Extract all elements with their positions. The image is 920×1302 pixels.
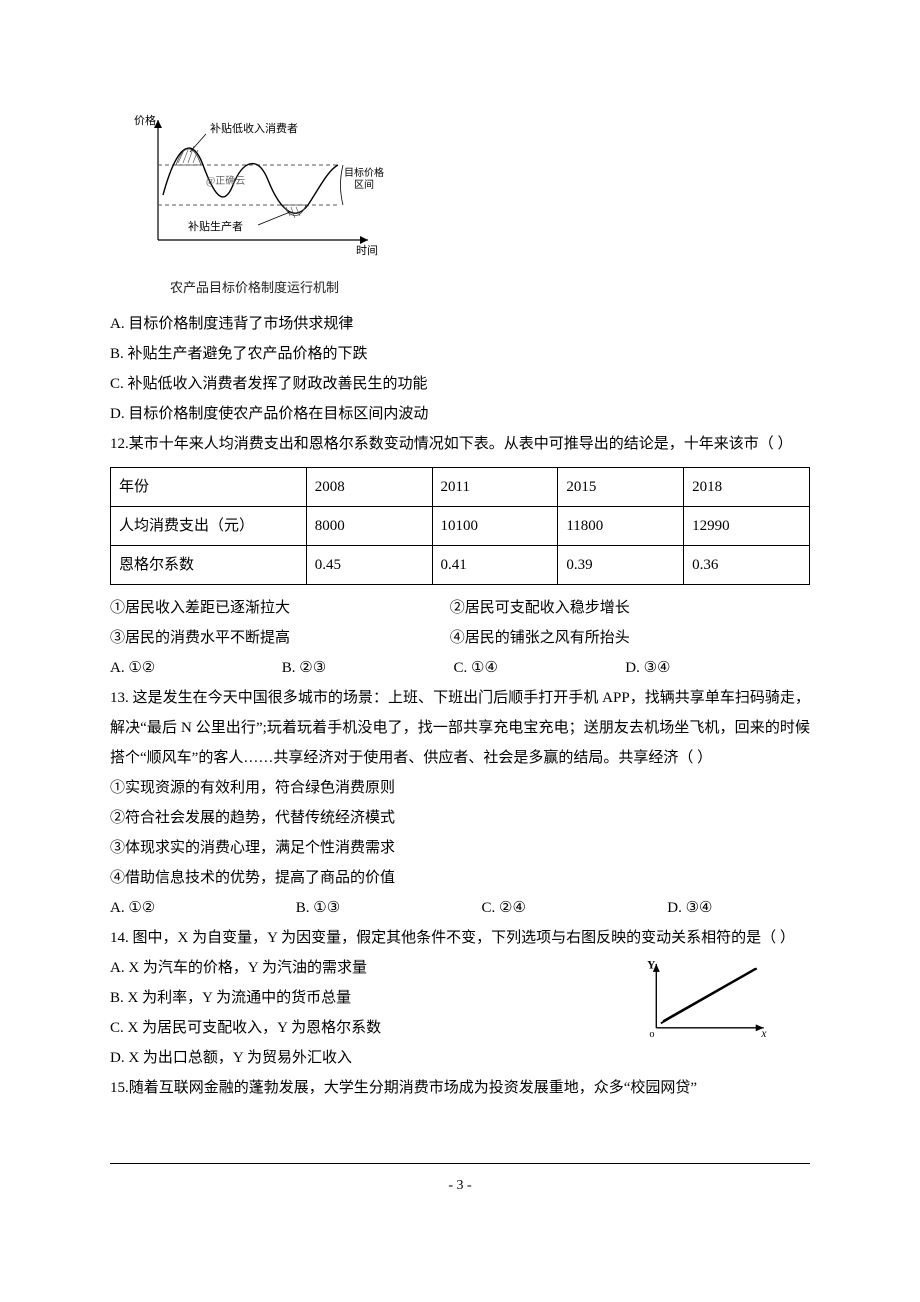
table-header: 年份: [111, 468, 307, 507]
x-axis-label: 时间: [356, 244, 378, 257]
q12-options: A. ①② B. ②③ C. ①④ D. ③④: [110, 653, 810, 683]
q12-item-2: ②居民可支配收入稳步增长: [450, 593, 630, 623]
q13-options: A. ①② B. ①③ C. ②④ D. ③④: [110, 893, 810, 923]
table-row: 人均消费支出（元） 8000 10100 11800 12990: [111, 507, 810, 546]
q11-option-a: A. 目标价格制度违背了市场供求规律: [110, 309, 810, 339]
q13-option-c: C. ②④: [482, 893, 664, 923]
q13-option-a: A. ①②: [110, 893, 292, 923]
watermark-text: @正确云: [206, 174, 245, 187]
q15-stem: 15.随着互联网金融的蓬勃发展，大学生分期消费市场成为投资发展重地，众多“校园网…: [110, 1073, 810, 1103]
table-cell: 8000: [306, 507, 432, 546]
table-cell: 10100: [432, 507, 558, 546]
q14-origin-label: o: [649, 1029, 654, 1037]
consumer-subsidy-label: 补贴低收入消费者: [210, 121, 298, 135]
q13-item-3: ③体现求实的消费心理，满足个性消费需求: [110, 833, 810, 863]
q13-option-d: D. ③④: [667, 893, 712, 923]
table-cell: 0.41: [432, 546, 558, 585]
diagram-caption: 农产品目标价格制度运行机制: [170, 275, 810, 301]
y-axis-label: 价格: [134, 113, 156, 127]
page-number: - 3 -: [110, 1163, 810, 1200]
q14-line-chart: Y x o: [610, 953, 810, 1048]
q12-items-row2: ③居民的消费水平不断提高 ④居民的铺张之风有所抬头: [110, 623, 810, 653]
table-header: 2015: [558, 468, 684, 507]
q12-items-row1: ①居民收入差距已逐渐拉大 ②居民可支配收入稳步增长: [110, 593, 810, 623]
table-row: 恩格尔系数 0.45 0.41 0.39 0.36: [111, 546, 810, 585]
table-cell: 0.45: [306, 546, 432, 585]
table-cell: 12990: [684, 507, 810, 546]
q12-option-b: B. ②③: [282, 653, 450, 683]
q12-option-a: A. ①②: [110, 653, 278, 683]
q13-option-b: B. ①③: [296, 893, 478, 923]
q12-table: 年份 2008 2011 2015 2018 人均消费支出（元） 8000 10…: [110, 467, 810, 585]
q13-stem: 13. 这是发生在今天中国很多城市的场景：上班、下班出门后顺手打开手机 APP，…: [110, 683, 810, 773]
table-cell: 0.39: [558, 546, 684, 585]
q12-option-c: C. ①④: [454, 653, 622, 683]
q14-option-a: A. X 为汽车的价格，Y 为汽油的需求量: [110, 953, 590, 983]
q12-option-d: D. ③④: [625, 653, 670, 683]
table-cell: 11800: [558, 507, 684, 546]
q13-item-1: ①实现资源的有效利用，符合绿色消费原则: [110, 773, 810, 803]
table-cell: 恩格尔系数: [111, 546, 307, 585]
q14-stem: 14. 图中，X 为自变量，Y 为因变量，假定其他条件不变，下列选项与右图反映的…: [110, 923, 810, 953]
q12-item-1: ①居民收入差距已逐渐拉大: [110, 593, 446, 623]
q13-item-4: ④借助信息技术的优势，提高了商品的价值: [110, 863, 810, 893]
q11-option-c: C. 补贴低收入消费者发挥了财政改善民生的功能: [110, 369, 810, 399]
q14-option-c: C. X 为居民可支配收入，Y 为恩格尔系数: [110, 1013, 590, 1043]
q14-x-label: x: [760, 1028, 766, 1037]
q11-option-b: B. 补贴生产者避免了农产品价格的下跌: [110, 339, 810, 369]
q12-item-4: ④居民的铺张之风有所抬头: [450, 623, 630, 653]
q11-option-d: D. 目标价格制度使农产品价格在目标区间内波动: [110, 399, 810, 429]
target-band-label-2: 区间: [354, 178, 374, 191]
target-band-label-1: 目标价格: [344, 166, 384, 179]
table-header: 2011: [432, 468, 558, 507]
q12-item-3: ③居民的消费水平不断提高: [110, 623, 446, 653]
table-header: 2008: [306, 468, 432, 507]
price-mechanism-diagram: 价格 时间 补贴低收入消费者 补贴生产者 目标价格 区间 @正确云: [128, 110, 810, 271]
q13-item-2: ②符合社会发展的趋势，代替传统经济模式: [110, 803, 810, 833]
q12-stem: 12.某市十年来人均消费支出和恩格尔系数变动情况如下表。从表中可推导出的结论是，…: [110, 429, 810, 459]
q14-option-b: B. X 为利率，Y 为流通中的货币总量: [110, 983, 590, 1013]
table-row: 年份 2008 2011 2015 2018: [111, 468, 810, 507]
table-header: 2018: [684, 468, 810, 507]
q14-y-label: Y: [647, 959, 656, 971]
table-cell: 人均消费支出（元）: [111, 507, 307, 546]
producer-subsidy-label: 补贴生产者: [188, 219, 243, 233]
q14-option-d: D. X 为出口总额，Y 为贸易外汇收入: [110, 1043, 590, 1073]
table-cell: 0.36: [684, 546, 810, 585]
